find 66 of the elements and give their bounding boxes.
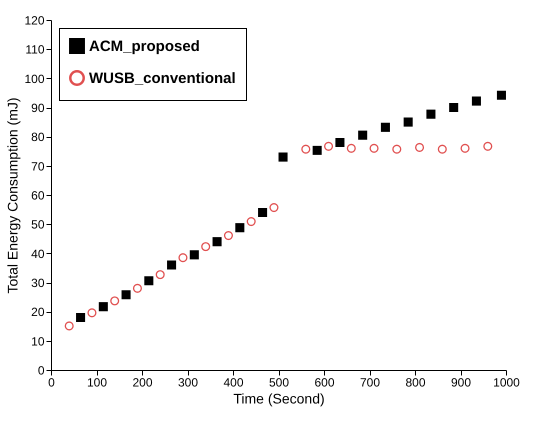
y-tick-label: 60 [31,188,45,202]
point [496,90,506,100]
point [449,102,458,112]
x-tick-label: 500 [268,376,290,390]
y-tick-label: 40 [31,246,45,261]
x-tick-label: 600 [314,376,335,390]
point [301,144,310,154]
point [392,144,402,154]
x-tick-label: 1000 [493,376,520,390]
point [156,270,165,280]
point [144,276,154,286]
point [426,110,436,119]
point [224,231,233,240]
x-tick-label: 200 [132,376,153,390]
point [460,144,470,153]
point [212,237,222,246]
point [324,142,334,151]
point [87,308,96,318]
y-tick-label: 20 [31,305,45,320]
y-tick-label: 120 [24,14,45,28]
point [269,203,278,212]
point [132,284,142,293]
point [358,130,368,140]
y-tick-label: 90 [31,101,45,115]
x-tick-label: 400 [223,376,244,390]
point [201,242,210,252]
point [246,217,256,226]
point [335,138,344,148]
point [190,250,199,260]
y-tick-label: 100 [24,72,45,86]
point [278,152,288,162]
point [312,146,322,155]
point [122,290,131,300]
point [167,260,176,270]
point [380,122,390,132]
y-tick-label: 30 [31,276,45,290]
point [472,96,481,106]
y-tick-label: 80 [31,130,45,144]
x-tick-label: 900 [450,376,472,390]
point [370,144,379,153]
point [110,296,120,306]
y-axis-title: Total Energy Consumption (mJ) [4,97,20,294]
point [178,253,188,262]
y-tick-label: 70 [31,159,45,174]
point [483,142,492,151]
y-tick-label: 10 [31,334,45,348]
legend-label: WUSB_conventional [89,70,236,87]
point [235,223,244,232]
x-tick-label: 100 [86,376,108,390]
point [438,144,447,154]
x-tick-label: 700 [360,376,380,390]
x-tick-label: 800 [405,376,426,390]
point [415,142,424,152]
point [404,118,413,127]
point [76,312,86,322]
point [98,302,108,312]
x-axis-title: Time (Second) [233,390,325,406]
y-tick-label: 50 [31,218,45,232]
y-tick-label: 0 [38,364,45,378]
x-tick-label: 300 [178,376,198,390]
point [64,321,74,330]
point [258,208,268,218]
legend-label: ACM_proposed [89,38,200,55]
y-tick-label: 110 [25,42,45,57]
x-tick-label: 0 [48,376,56,390]
point [346,144,356,153]
